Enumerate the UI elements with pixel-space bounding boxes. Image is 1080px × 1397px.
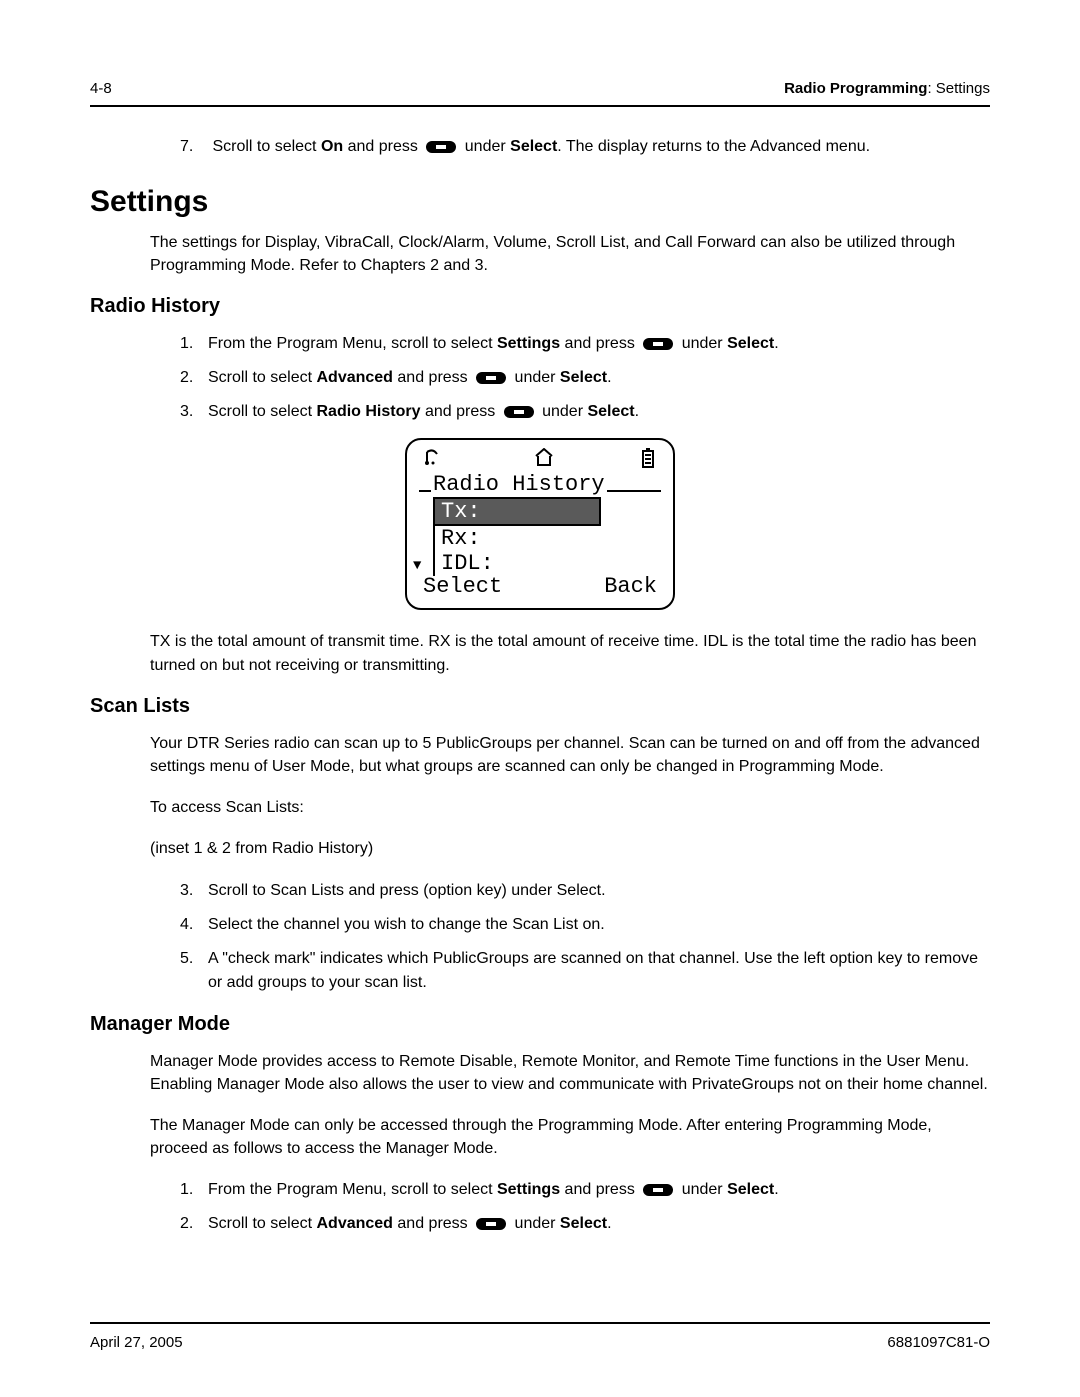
scroll-arrow-icon: ▼ <box>413 558 421 574</box>
screen-title: Radio History <box>431 472 607 497</box>
softkey-select: Select <box>423 574 502 599</box>
step-item: 3.Scroll to select Radio History and pre… <box>180 400 990 424</box>
screen-softkeys: Select Back <box>419 574 661 599</box>
footer-date: April 27, 2005 <box>90 1334 183 1351</box>
step-text: From the Program Menu, scroll to select … <box>208 1178 990 1202</box>
step-text-mid2: under <box>465 138 510 155</box>
signal-icon <box>425 448 447 466</box>
step-number: 2. <box>180 366 208 390</box>
step-number: 3. <box>180 400 208 424</box>
step-number: 5. <box>180 947 208 995</box>
screen-tx-row: Tx: <box>433 497 601 526</box>
document-page: 4-8 Radio Programming: Settings 7. Scrol… <box>0 0 1080 1397</box>
step-text-pre: Scroll to select <box>212 138 320 155</box>
manager-mode-p2: The Manager Mode can only be accessed th… <box>150 1114 990 1160</box>
radio-screen-illustration: Radio History Tx: Rx: IDL: ▼ Select Back <box>405 438 675 610</box>
step-item: 1.From the Program Menu, scroll to selec… <box>180 1178 990 1202</box>
heading-manager-mode: Manager Mode <box>90 1013 990 1036</box>
step-text-post: . The display returns to the Advanced me… <box>557 138 870 155</box>
screen-status-icons <box>419 448 661 472</box>
page-number: 4-8 <box>90 80 112 97</box>
step-text: From the Program Menu, scroll to select … <box>208 332 990 356</box>
heading-scan-lists: Scan Lists <box>90 695 990 718</box>
footer-doc-number: 6881097C81-O <box>887 1334 990 1351</box>
step-bold-1: On <box>321 138 343 155</box>
step-text: A "check mark" indicates which PublicGro… <box>208 947 990 995</box>
step-text: Scroll to select Advanced and press unde… <box>208 366 990 390</box>
option-key-icon <box>476 372 506 384</box>
heading-radio-history: Radio History <box>90 295 990 318</box>
step-item: 2.Scroll to select Advanced and press un… <box>180 1212 990 1236</box>
home-icon <box>534 448 554 466</box>
step-text: Scroll to select Advanced and press unde… <box>208 1212 990 1236</box>
step-number: 4. <box>180 913 208 937</box>
step-item: 1.From the Program Menu, scroll to selec… <box>180 332 990 356</box>
option-key-icon <box>426 141 456 153</box>
header-section: Radio Programming: Settings <box>784 80 990 97</box>
step-item: 2.Scroll to select Advanced and press un… <box>180 366 990 390</box>
footer-rule <box>90 1322 990 1324</box>
heading-settings: Settings <box>90 185 990 219</box>
title-dash-right <box>607 490 661 492</box>
step-number: 1. <box>180 1178 208 1202</box>
step-text: Scroll to Scan Lists and press (option k… <box>208 879 990 903</box>
step-item: 3.Scroll to Scan Lists and press (option… <box>180 879 990 903</box>
step-number: 2. <box>180 1212 208 1236</box>
step-bold-2: Select <box>510 138 557 155</box>
scan-lists-p3: (inset 1 & 2 from Radio History) <box>150 837 990 860</box>
manager-mode-steps: 1.From the Program Menu, scroll to selec… <box>180 1178 990 1236</box>
option-key-icon <box>643 1184 673 1196</box>
step-number: 1. <box>180 332 208 356</box>
manager-mode-p1: Manager Mode provides access to Remote D… <box>150 1050 990 1096</box>
screen-idl-row: IDL: <box>435 551 661 576</box>
step-text: Select the channel you wish to change th… <box>208 913 990 937</box>
scan-lists-steps: 3.Scroll to Scan Lists and press (option… <box>180 879 990 995</box>
softkey-back: Back <box>604 574 657 599</box>
title-dash-left <box>419 490 431 492</box>
scan-lists-p1: Your DTR Series radio can scan up to 5 P… <box>150 732 990 778</box>
step-item: 4.Select the channel you wish to change … <box>180 913 990 937</box>
radio-history-steps: 1.From the Program Menu, scroll to selec… <box>180 332 990 424</box>
screen-list: Tx: Rx: IDL: <box>433 497 661 576</box>
step-number: 3. <box>180 879 208 903</box>
step-7: 7. Scroll to select On and press under S… <box>180 135 990 159</box>
scan-lists-p2: To access Scan Lists: <box>150 796 990 819</box>
header-section-rest: : Settings <box>927 80 990 97</box>
battery-icon <box>641 448 655 468</box>
option-key-icon <box>643 338 673 350</box>
header-section-bold: Radio Programming <box>784 80 927 97</box>
screen-title-row: Radio History <box>419 472 661 497</box>
radio-history-explain: TX is the total amount of transmit time.… <box>150 630 990 676</box>
page-header: 4-8 Radio Programming: Settings <box>90 80 990 97</box>
step-item: 5.A "check mark" indicates which PublicG… <box>180 947 990 995</box>
step-number: 7. <box>180 135 208 159</box>
screen-rx-row: Rx: <box>435 526 661 551</box>
step-text-mid1: and press <box>343 138 422 155</box>
header-rule <box>90 105 990 107</box>
option-key-icon <box>504 406 534 418</box>
page-footer: April 27, 2005 6881097C81-O <box>90 1322 990 1351</box>
settings-paragraph: The settings for Display, VibraCall, Clo… <box>150 231 990 277</box>
option-key-icon <box>476 1218 506 1230</box>
step-text: Scroll to select Radio History and press… <box>208 400 990 424</box>
